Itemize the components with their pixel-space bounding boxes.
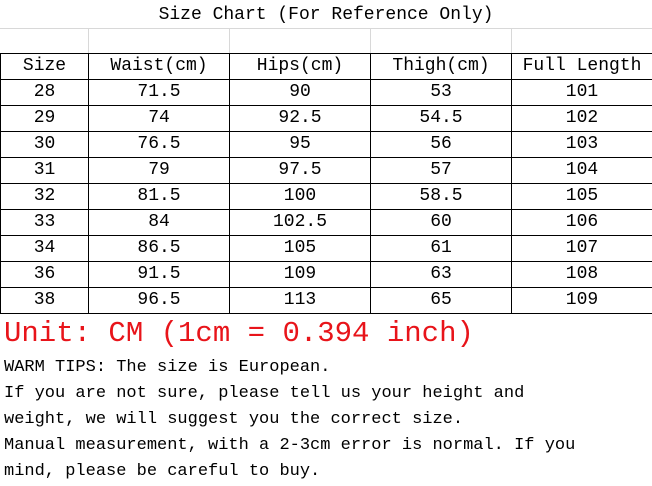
- table-cell: 58.5: [370, 183, 512, 210]
- table-cell: 29: [0, 105, 89, 132]
- table-cell: 60: [370, 209, 512, 236]
- header-row: Size Waist(cm) Hips(cm) Thigh(cm) Full Lengt…: [0, 53, 652, 80]
- table-row: 29 74 92.5 54.5 102: [0, 105, 652, 132]
- table-cell: 36: [0, 261, 89, 288]
- tip-line: WARM TIPS: The size is European.: [4, 358, 331, 377]
- table-cell: 91.5: [88, 261, 230, 288]
- table-cell: 104: [511, 157, 652, 184]
- table-cell: 107: [511, 235, 652, 262]
- gridline: [88, 28, 89, 53]
- table-row: 32 81.5 100 58.5 105: [0, 183, 652, 210]
- table-row: 30 76.5 95 56 103: [0, 131, 652, 158]
- table-cell: 84: [88, 209, 230, 236]
- table-cell: 95: [229, 131, 371, 158]
- table-cell: 109: [511, 287, 652, 314]
- tip-line: Manual measurement, with a 2-3cm error i…: [4, 436, 576, 455]
- table-cell: 108: [511, 261, 652, 288]
- table-row: 33 84 102.5 60 106: [0, 209, 652, 236]
- table-cell: 31: [0, 157, 89, 184]
- table-cell: 32: [0, 183, 89, 210]
- table-cell: 76.5: [88, 131, 230, 158]
- table-cell: 97.5: [229, 157, 371, 184]
- table-cell: 53: [370, 79, 512, 106]
- table-cell: 102.5: [229, 209, 371, 236]
- table-cell: 86.5: [88, 235, 230, 262]
- table-cell: 65: [370, 287, 512, 314]
- table-cell: 28: [0, 79, 89, 106]
- column-header: Size: [0, 53, 89, 80]
- column-header: Thigh(cm): [370, 53, 512, 80]
- column-header: Full Length: [511, 53, 652, 80]
- table-cell: 96.5: [88, 287, 230, 314]
- table-cell: 92.5: [229, 105, 371, 132]
- table-row: 38 96.5 113 65 109: [0, 287, 652, 314]
- table-row: 31 79 97.5 57 104: [0, 157, 652, 184]
- table-cell: 63: [370, 261, 512, 288]
- table-cell: 105: [511, 183, 652, 210]
- table-cell: 61: [370, 235, 512, 262]
- tip-line: weight, we will suggest you the correct …: [4, 410, 464, 429]
- gridline: [511, 28, 512, 53]
- table-cell: 79: [88, 157, 230, 184]
- table-cell: 81.5: [88, 183, 230, 210]
- table-cell: 74: [88, 105, 230, 132]
- table-row: 36 91.5 109 63 108: [0, 261, 652, 288]
- column-header: Hips(cm): [229, 53, 371, 80]
- table-cell: 113: [229, 287, 371, 314]
- chart-title: Size Chart (For Reference Only): [0, 0, 652, 29]
- table-cell: 71.5: [88, 79, 230, 106]
- table-cell: 34: [0, 235, 89, 262]
- gridline: [229, 28, 230, 53]
- table-cell: 109: [229, 261, 371, 288]
- table-cell: 33: [0, 209, 89, 236]
- column-header: Waist(cm): [88, 53, 230, 80]
- table-row: 28 71.5 90 53 101: [0, 79, 652, 106]
- table-cell: 54.5: [370, 105, 512, 132]
- table-cell: 105: [229, 235, 371, 262]
- table-cell: 106: [511, 209, 652, 236]
- table-cell: 38: [0, 287, 89, 314]
- tip-line: mind, please be careful to buy.: [4, 462, 321, 481]
- table-row: 34 86.5 105 61 107: [0, 235, 652, 262]
- gridline: [370, 28, 371, 53]
- table-cell: 30: [0, 131, 89, 158]
- warm-tips: WARM TIPS: The size is European. If you a…: [4, 355, 575, 485]
- table-cell: 101: [511, 79, 652, 106]
- unit-note: Unit: CM (1cm = 0.394 inch): [4, 317, 474, 350]
- table-cell: 56: [370, 131, 512, 158]
- size-table: Size Waist(cm) Hips(cm) Thigh(cm) Full Lengt…: [0, 53, 652, 314]
- tip-line: If you are not sure, please tell us your…: [4, 384, 525, 403]
- table-cell: 100: [229, 183, 371, 210]
- table-cell: 103: [511, 131, 652, 158]
- table-cell: 90: [229, 79, 371, 106]
- table-cell: 102: [511, 105, 652, 132]
- empty-grid-row: [0, 28, 652, 53]
- table-cell: 57: [370, 157, 512, 184]
